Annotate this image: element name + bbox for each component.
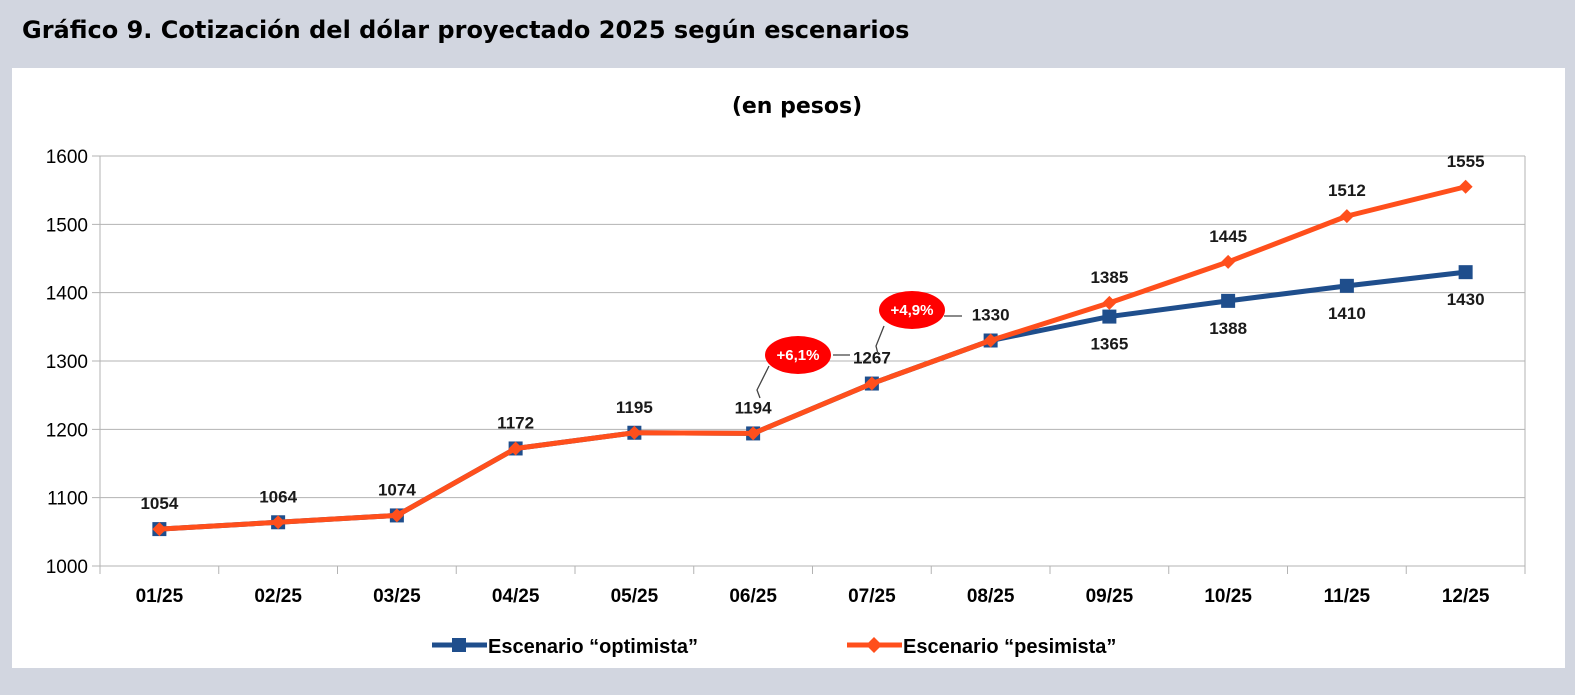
y-tick-label-1500: 1500 [46, 215, 88, 236]
pesimista-label-07/25: 1267 [853, 349, 891, 368]
pesimista-label-12/25: 1555 [1447, 152, 1485, 171]
optimista-point-12/25 [1458, 265, 1473, 280]
optimista-label-09/25: 1365 [1090, 335, 1128, 354]
pesimista-point-07/25 [864, 376, 879, 391]
y-tick-label-1200: 1200 [46, 420, 88, 441]
pesimista-label-04/25: 1172 [497, 413, 534, 432]
x-tick-label-11/25: 11/25 [1324, 586, 1371, 607]
callout-badge-06/25 [765, 336, 831, 374]
pesimista-label-06/25: 1194 [735, 398, 772, 417]
x-tick-label-09/25: 09/25 [1086, 586, 1134, 607]
optimista-point-11/25 [1339, 278, 1354, 293]
optimista-label-11/25: 1410 [1328, 304, 1366, 323]
x-tick-label-12/25: 12/25 [1442, 586, 1490, 607]
y-tick-label-1000: 1000 [46, 557, 88, 578]
x-tick-label-04/25: 04/25 [492, 586, 540, 607]
pesimista-label-10/25: 1445 [1209, 227, 1247, 246]
pesimista-label-02/25: 1064 [259, 487, 297, 506]
pesimista-point-08/25 [983, 333, 998, 348]
x-tick-label-05/25: 05/25 [611, 586, 659, 607]
y-tick-label-1600: 1600 [46, 147, 88, 168]
optimista-label-10/25: 1388 [1209, 319, 1247, 338]
pesimista-point-04/25 [508, 441, 523, 456]
legend-optimista-marker [452, 638, 466, 652]
pesimista-point-11/25 [1339, 209, 1354, 224]
legend-pesimista-label: Escenario “pesimista” [903, 636, 1116, 658]
optimista-label-12/25: 1430 [1447, 290, 1485, 309]
pesimista-point-10/25 [1221, 254, 1236, 269]
series-optimista-line [159, 269, 1466, 532]
y-tick-label-1300: 1300 [46, 352, 88, 373]
chart-subtitle: (en pesos) [732, 94, 862, 119]
callout-text-07/25: +4,9% [891, 302, 934, 319]
pesimista-point-03/25 [389, 508, 404, 523]
x-tick-label-02/25: 02/25 [254, 586, 302, 607]
optimista-point-10/25 [1221, 293, 1236, 308]
x-tick-label-08/25: 08/25 [967, 586, 1015, 607]
pesimista-label-03/25: 1074 [378, 480, 416, 499]
legend-pesimista-marker [866, 637, 882, 653]
x-tick-label-06/25: 06/25 [729, 586, 777, 607]
line-chart: (en pesos) 1000 1100 1200 1300 1400 1500 1600 01… [46, 94, 1526, 658]
callout-text-06/25: +6,1% [777, 347, 820, 364]
pesimista-label-05/25: 1195 [616, 398, 653, 417]
callout-leader-1 [875, 325, 885, 355]
pesimista-label-09/25: 1385 [1090, 268, 1128, 287]
figure-title: Gráfico 9. Cotización del dólar proyecta… [22, 16, 910, 44]
pesimista-point-02/25 [271, 515, 286, 530]
x-tick-label-01/25: 01/25 [136, 586, 184, 607]
pesimista-point-09/25 [1102, 295, 1117, 310]
pesimista-label-01/25: 1054 [140, 494, 178, 513]
pesimista-label-08/25: 1330 [972, 306, 1010, 325]
y-tick-label-1400: 1400 [46, 284, 88, 305]
pesimista-point-12/25 [1458, 179, 1473, 194]
callout-leader-0 [756, 365, 770, 399]
pesimista-label-11/25: 1512 [1328, 181, 1366, 200]
callout-badge-07/25 [879, 291, 945, 329]
pesimista-point-01/25 [152, 522, 167, 537]
legend-optimista-label: Escenario “optimista” [488, 636, 698, 658]
x-tick-label-10/25: 10/25 [1204, 586, 1252, 607]
x-tick-label-03/25: 03/25 [373, 586, 421, 607]
series-pesimista-line [159, 184, 1467, 532]
pesimista-point-05/25 [627, 425, 642, 440]
chart-panel: (en pesos) 1000 1100 1200 1300 1400 1500 1600 01… [12, 68, 1565, 668]
y-tick-label-1100: 1100 [47, 489, 88, 510]
pesimista-point-06/25 [746, 426, 761, 441]
x-tick-label-07/25: 07/25 [848, 586, 896, 607]
optimista-point-09/25 [1102, 309, 1117, 324]
